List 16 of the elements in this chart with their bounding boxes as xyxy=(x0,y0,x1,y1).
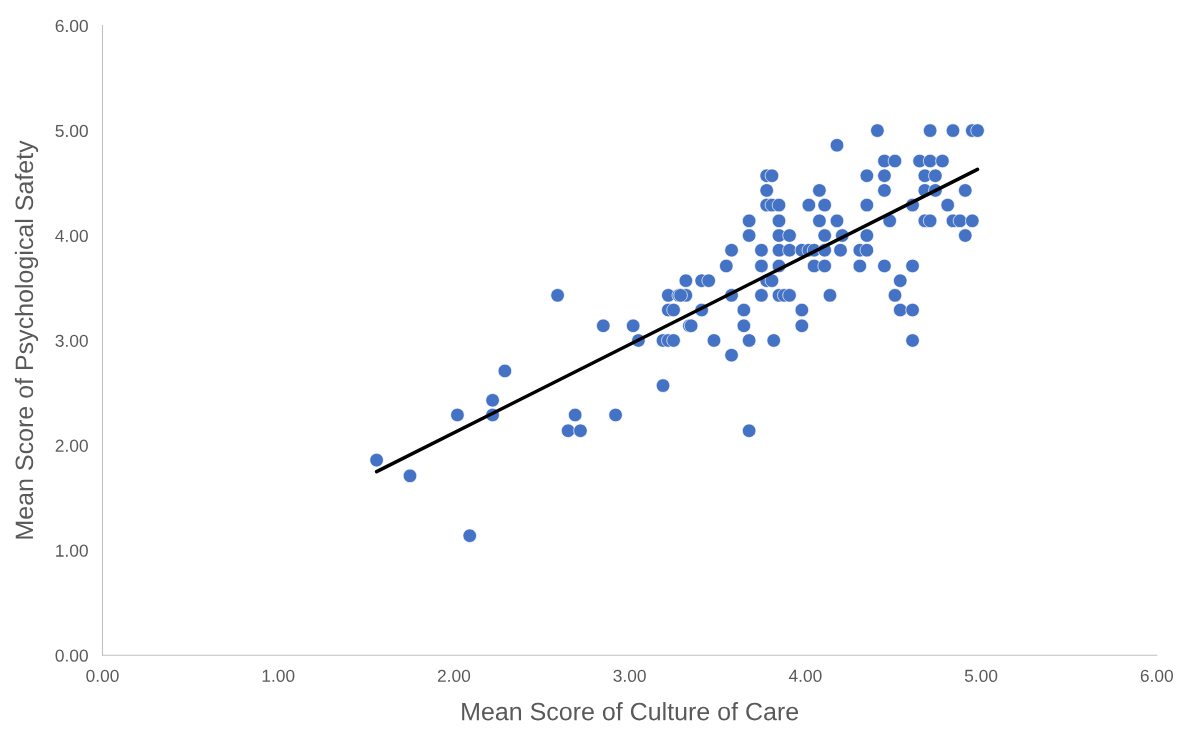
y-tick-label: 0.00 xyxy=(55,649,88,662)
y-tick-label: 6.00 xyxy=(55,19,88,33)
x-tick-label: 6.00 xyxy=(1140,669,1174,682)
x-tick-label: 3.00 xyxy=(613,669,646,682)
y-tick-label: 4.00 xyxy=(55,229,88,242)
x-tick-label: 4.00 xyxy=(788,669,822,682)
y-tick-label: 5.00 xyxy=(55,124,88,138)
x-tick-label: 1.00 xyxy=(262,669,295,682)
y-tick-label: 3.00 xyxy=(55,334,88,347)
x-tick-label: 0.00 xyxy=(86,669,119,682)
x-tick-label: 5.00 xyxy=(964,669,998,682)
y-tick-label: 1.00 xyxy=(56,544,88,557)
x-tick-label: 2.00 xyxy=(437,669,471,682)
x-axis-title: Mean Score of Culture of Care xyxy=(462,702,799,721)
y-tick-label: 2.00 xyxy=(55,439,88,452)
y-axis-title: Mean Score of Psychological Safety xyxy=(14,140,39,539)
